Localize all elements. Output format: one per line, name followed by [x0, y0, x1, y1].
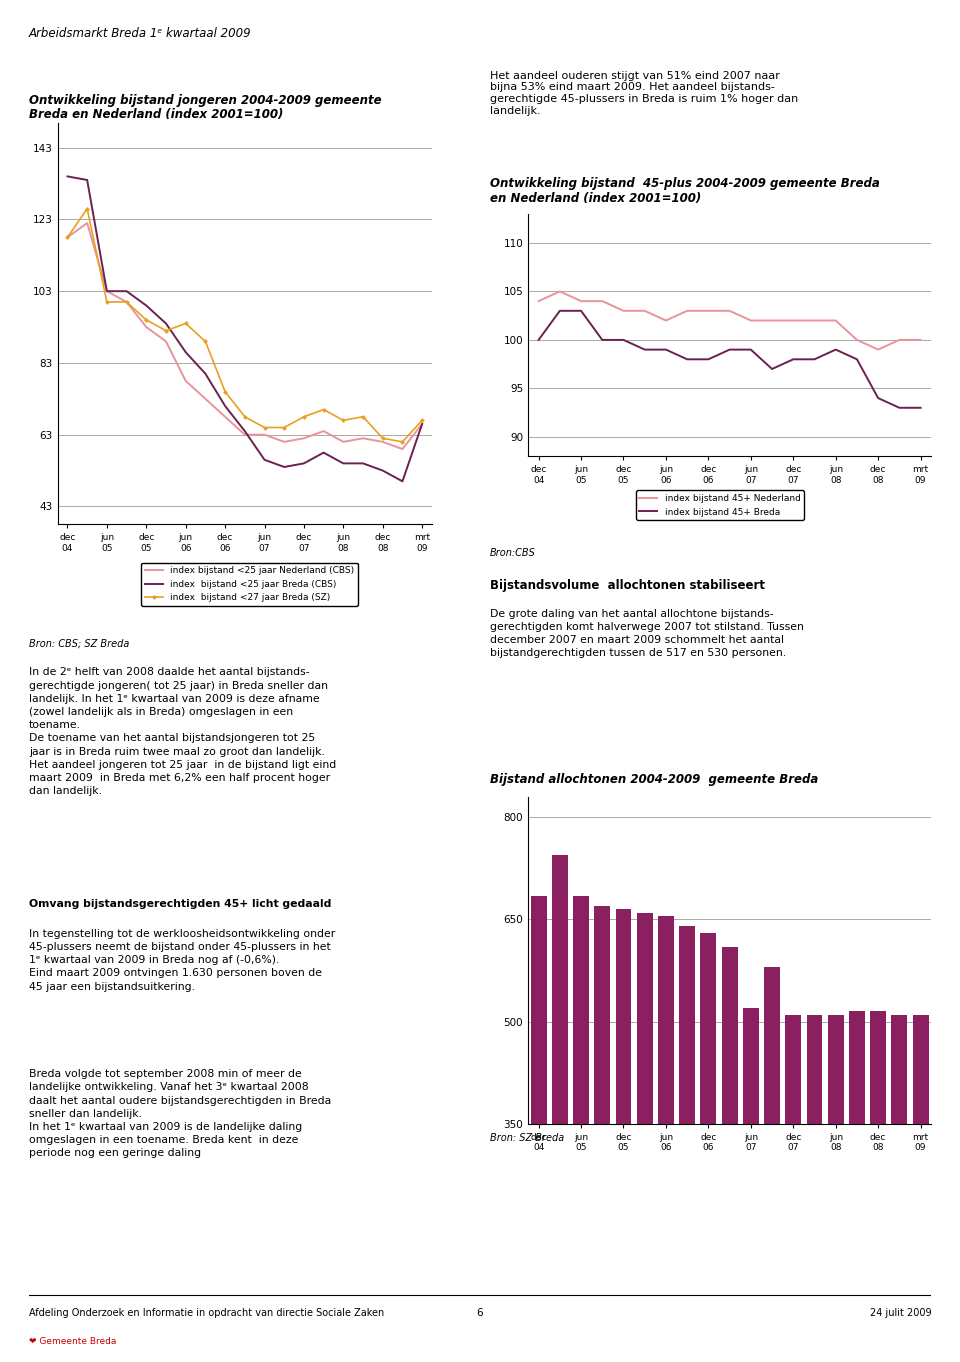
Bar: [849, 1011, 865, 1124]
Text: en Nederland (index 2001=100): en Nederland (index 2001=100): [490, 192, 701, 204]
Text: Breda volgde tot september 2008 min of meer de
landelijke ontwikkeling. Vanaf he: Breda volgde tot september 2008 min of m…: [29, 1069, 331, 1158]
Text: Bijstandsvolume  allochtonen stabiliseert: Bijstandsvolume allochtonen stabiliseert: [490, 579, 764, 592]
Text: Bijstand allochtonen 2004-2009  gemeente Breda: Bijstand allochtonen 2004-2009 gemeente …: [490, 774, 818, 786]
Bar: [636, 913, 653, 1124]
Text: Breda en Nederland (index 2001=100): Breda en Nederland (index 2001=100): [29, 109, 283, 121]
Bar: [828, 1015, 844, 1124]
Text: Ontwikkeling bijstand jongeren 2004-2009 gemeente: Ontwikkeling bijstand jongeren 2004-2009…: [29, 94, 381, 106]
Text: Arbeidsmarkt Breda 1ᵉ kwartaal 2009: Arbeidsmarkt Breda 1ᵉ kwartaal 2009: [29, 27, 252, 39]
Legend: index bijstand 45+ Nederland, index bijstand 45+ Breda: index bijstand 45+ Nederland, index bijs…: [636, 490, 804, 520]
Text: In de 2ᵉ helft van 2008 daalde het aantal bijstands-
gerechtigde jongeren( tot 2: In de 2ᵉ helft van 2008 daalde het aanta…: [29, 667, 336, 797]
Bar: [531, 896, 546, 1124]
Text: Afdeling Onderzoek en Informatie in opdracht van directie Sociale Zaken: Afdeling Onderzoek en Informatie in opdr…: [29, 1308, 384, 1317]
Legend: index bijstand <25 jaar Nederland (CBS), index  bijstand <25 jaar Breda (CBS), i: index bijstand <25 jaar Nederland (CBS),…: [141, 563, 358, 606]
Bar: [573, 896, 589, 1124]
Bar: [913, 1015, 928, 1124]
Bar: [552, 855, 567, 1124]
Bar: [615, 910, 632, 1124]
Bar: [785, 1015, 802, 1124]
Text: Ontwikkeling bijstand  45-plus 2004-2009 gemeente Breda: Ontwikkeling bijstand 45-plus 2004-2009 …: [490, 177, 879, 189]
Bar: [594, 906, 611, 1124]
Text: Het aandeel ouderen stijgt van 51% eind 2007 naar
bijna 53% eind maart 2009. Het: Het aandeel ouderen stijgt van 51% eind …: [490, 71, 798, 116]
Text: Omvang bijstandsgerechtigden 45+ licht gedaald: Omvang bijstandsgerechtigden 45+ licht g…: [29, 899, 331, 908]
Text: De grote daling van het aantal allochtone bijstands-
gerechtigden komt halverweg: De grote daling van het aantal allochton…: [490, 609, 804, 658]
Bar: [743, 1008, 758, 1124]
Text: 24 julit 2009: 24 julit 2009: [870, 1308, 931, 1317]
Bar: [806, 1015, 823, 1124]
Bar: [722, 947, 737, 1124]
Bar: [679, 926, 695, 1124]
Text: Bron: SZ Breda: Bron: SZ Breda: [490, 1133, 564, 1143]
Bar: [701, 933, 716, 1124]
Bar: [764, 967, 780, 1124]
Text: In tegenstelling tot de werkloosheidsontwikkeling onder
45-plussers neemt de bij: In tegenstelling tot de werkloosheidsont…: [29, 929, 335, 992]
Text: Bron:CBS: Bron:CBS: [490, 548, 536, 557]
Bar: [658, 917, 674, 1124]
Text: ❤ Gemeente Breda: ❤ Gemeente Breda: [29, 1337, 116, 1347]
Bar: [892, 1015, 907, 1124]
Text: Bron: CBS; SZ Breda: Bron: CBS; SZ Breda: [29, 639, 130, 648]
Text: 6: 6: [477, 1308, 483, 1317]
Bar: [870, 1011, 886, 1124]
